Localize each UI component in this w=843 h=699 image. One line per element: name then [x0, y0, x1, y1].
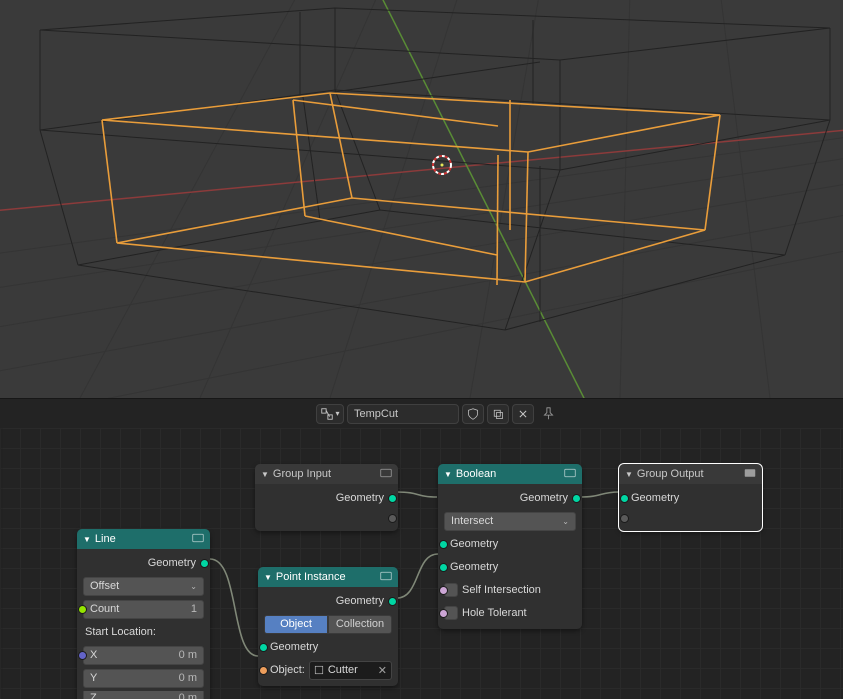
socket-in-geometry[interactable]: [620, 494, 629, 503]
shield-button[interactable]: [462, 404, 484, 424]
wireframe-selected: [102, 93, 720, 285]
node-title: Boolean: [456, 468, 560, 480]
node-title: Group Output: [637, 468, 740, 480]
socket-in-self-intersection[interactable]: [439, 586, 448, 595]
viewport-canvas: [0, 0, 843, 398]
node-header[interactable]: ▼ Line: [77, 529, 210, 549]
socket-in-blank[interactable]: [620, 514, 629, 523]
shield-icon: [467, 408, 479, 420]
socket-label: Geometry: [83, 557, 204, 569]
cursor-3d: [433, 156, 451, 174]
close-icon: [518, 409, 528, 419]
node-editor[interactable]: ▼ Line Geometry Offset⌄ Count1 Start Loc…: [0, 428, 843, 699]
checkbox-label: Self Intersection: [462, 584, 541, 596]
socket-in-count[interactable]: [78, 605, 87, 614]
collapse-icon: ▼: [264, 573, 272, 582]
collapse-icon: ▼: [83, 535, 91, 544]
collapse-icon: ▼: [444, 470, 452, 479]
collapse-icon: ▼: [261, 470, 269, 479]
socket-in-vector[interactable]: [78, 651, 87, 660]
unlink-button[interactable]: [512, 404, 534, 424]
node-group-input[interactable]: ▼ Group Input Geometry: [255, 464, 398, 531]
node-group-output[interactable]: ▼ Group Output Geometry: [619, 464, 762, 531]
operation-dropdown[interactable]: Intersect⌄: [444, 512, 576, 531]
object-icon: [314, 665, 324, 675]
browse-nodegroup-button[interactable]: ▾: [316, 404, 344, 424]
object-name: Cutter: [328, 664, 358, 676]
mode-dropdown[interactable]: Offset⌄: [83, 577, 204, 596]
object-field[interactable]: Cutter ✕: [309, 661, 392, 680]
editor-edge: [0, 428, 3, 698]
socket-in-object[interactable]: [259, 666, 268, 675]
preview-icon: [564, 468, 576, 481]
start-location-label: Start Location:: [83, 626, 204, 638]
preview-icon: [380, 571, 392, 584]
node-title: Line: [95, 533, 188, 545]
collapse-icon: ▼: [625, 470, 633, 479]
mode-object-button[interactable]: Object: [264, 615, 328, 634]
viewport-3d[interactable]: [0, 0, 843, 398]
nodetree-icon: [320, 407, 334, 421]
clear-object-button[interactable]: ✕: [378, 664, 387, 677]
preview-icon: [380, 468, 392, 481]
object-label: Object:: [264, 664, 305, 676]
preview-icon: [192, 533, 204, 546]
node-line[interactable]: ▼ Line Geometry Offset⌄ Count1 Start Loc…: [77, 529, 210, 699]
node-editor-header: ▾ TempCut: [0, 398, 843, 428]
socket-in-hole-tolerant[interactable]: [439, 609, 448, 618]
socket-in-geometry[interactable]: [259, 643, 268, 652]
y-field[interactable]: Y0 m: [83, 669, 204, 688]
duplicate-button[interactable]: [487, 404, 509, 424]
socket-out-geometry[interactable]: [572, 494, 581, 503]
socket-out-blank[interactable]: [388, 514, 397, 523]
node-header[interactable]: ▼ Group Input: [255, 464, 398, 484]
preview-icon: [744, 468, 756, 481]
pin-button[interactable]: [537, 404, 559, 424]
node-header[interactable]: ▼ Point Instance: [258, 567, 398, 587]
socket-out-geometry[interactable]: [388, 597, 397, 606]
pin-icon: [542, 407, 555, 420]
socket-out-geometry[interactable]: [388, 494, 397, 503]
node-header[interactable]: ▼ Group Output: [619, 464, 762, 484]
socket-label: Geometry: [444, 492, 576, 504]
socket-in-geometry2[interactable]: [439, 563, 448, 572]
socket-label: Geometry: [444, 538, 576, 550]
socket-out-geometry[interactable]: [200, 559, 209, 568]
nodegroup-name-text: TempCut: [354, 408, 398, 420]
node-title: Point Instance: [276, 571, 376, 583]
socket-label: Geometry: [625, 492, 756, 504]
z-field[interactable]: Z0 m: [83, 691, 204, 699]
socket-label: Geometry: [261, 492, 392, 504]
x-field[interactable]: X0 m: [83, 646, 204, 665]
socket-label: Geometry: [264, 641, 392, 653]
socket-label: Geometry: [264, 595, 392, 607]
count-field[interactable]: Count1: [83, 600, 204, 619]
node-header[interactable]: ▼ Boolean: [438, 464, 582, 484]
checkbox-label: Hole Tolerant: [462, 607, 527, 619]
node-title: Group Input: [273, 468, 376, 480]
duplicate-icon: [492, 408, 504, 420]
node-point-instance[interactable]: ▼ Point Instance Geometry Object Collect…: [258, 567, 398, 686]
socket-label: Geometry: [444, 561, 576, 573]
socket-in-geometry1[interactable]: [439, 540, 448, 549]
node-boolean[interactable]: ▼ Boolean Geometry Intersect⌄ Geometry G…: [438, 464, 582, 629]
nodegroup-name-field[interactable]: TempCut: [347, 404, 459, 424]
mode-collection-button[interactable]: Collection: [328, 615, 392, 634]
